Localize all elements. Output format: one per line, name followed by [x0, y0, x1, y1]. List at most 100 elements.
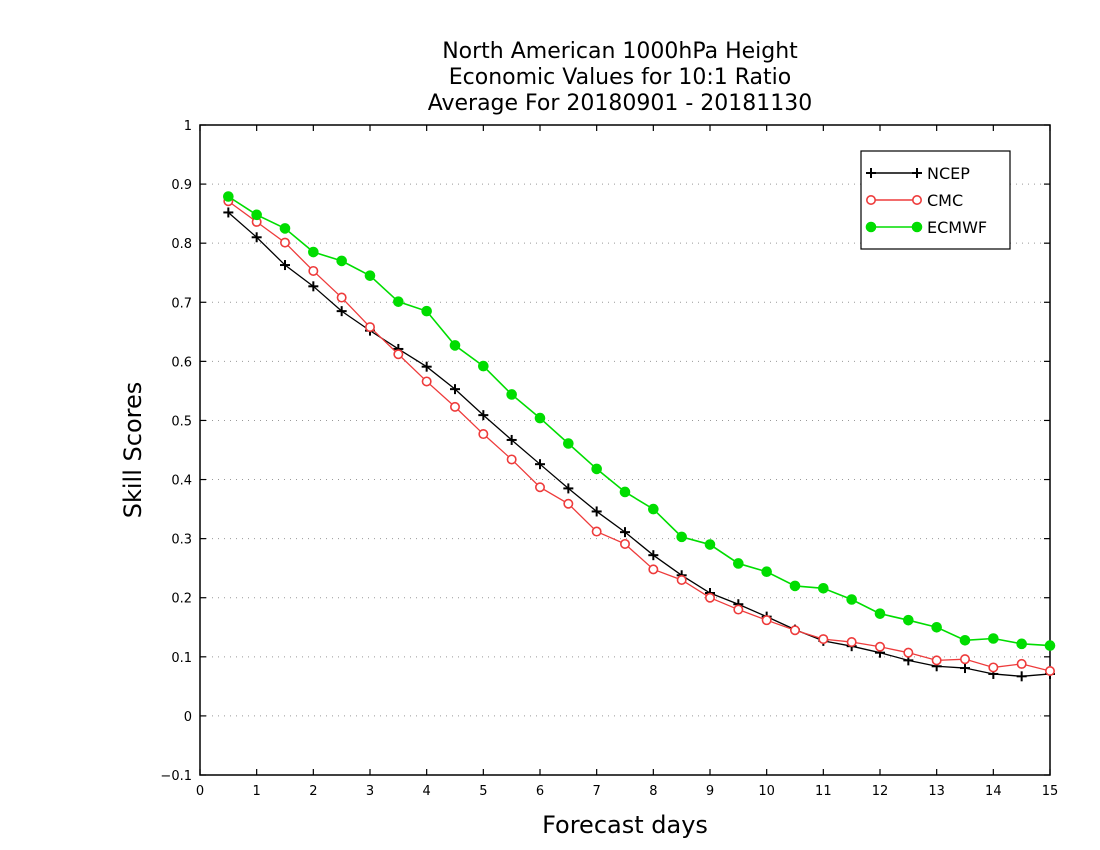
- data-point: [450, 384, 460, 395]
- data-point: [336, 292, 347, 303]
- data-point: [903, 647, 914, 658]
- data-point: [279, 223, 291, 234]
- x-tick-label: 6: [536, 784, 544, 799]
- legend-marker: [911, 221, 923, 233]
- legend-label: NCEP: [927, 164, 970, 183]
- data-point: [789, 580, 801, 592]
- data-point: [789, 625, 800, 636]
- x-tick-label: 5: [479, 784, 487, 799]
- data-point: [733, 604, 744, 615]
- data-point: [591, 506, 602, 517]
- legend: NCEP CMC ECMWF: [860, 150, 1011, 250]
- x-tick-label: 3: [366, 784, 374, 799]
- data-point: [308, 265, 319, 276]
- axis-ticks: −0.100.10.20.30.40.50.60.70.80.910 1 2 3 4 5 6…: [160, 119, 1058, 799]
- x-tick-label: 12: [872, 784, 889, 799]
- y-tick-label: 0.3: [171, 533, 192, 548]
- data-point: [704, 592, 715, 603]
- data-point: [563, 498, 574, 509]
- legend-marker: [912, 168, 922, 178]
- data-point: [421, 376, 432, 387]
- data-point: [308, 281, 319, 292]
- data-point: [223, 191, 234, 202]
- series-cmc: [223, 196, 1056, 676]
- data-point: [988, 633, 999, 644]
- data-point: [280, 260, 290, 271]
- data-point: [563, 438, 574, 449]
- y-tick-label: 0.2: [171, 592, 192, 607]
- data-point: [676, 531, 687, 543]
- x-tick-label: 9: [706, 784, 714, 799]
- data-point: [704, 539, 716, 550]
- data-point: [960, 663, 970, 674]
- x-tick-label: 7: [593, 784, 601, 799]
- data-point: [1045, 665, 1056, 676]
- data-point: [931, 621, 942, 633]
- plot-frame: [199, 124, 1051, 776]
- title-line: North American 1000hPa Height: [442, 39, 798, 64]
- data-point: [846, 637, 857, 648]
- legend-marker: [866, 168, 876, 178]
- x-tick-label: 14: [985, 784, 1002, 799]
- data-point: [364, 322, 375, 333]
- data-point: [251, 209, 262, 221]
- data-point: [534, 482, 545, 493]
- data-point: [1016, 638, 1027, 650]
- x-tick-label: 1: [253, 784, 261, 799]
- x-tick-label: 8: [649, 784, 657, 799]
- legend-marker: [865, 221, 877, 233]
- data-point: [761, 566, 772, 578]
- title-line: Average For 20180901 - 20181130: [428, 91, 813, 116]
- x-tick-label: 10: [758, 784, 775, 799]
- y-axis-title: Skill Scores: [119, 382, 147, 519]
- data-point: [846, 594, 857, 605]
- data-point: [1016, 671, 1027, 682]
- x-tick-label: 0: [196, 784, 204, 799]
- y-tick-label: 1: [184, 119, 192, 134]
- data-point: [874, 608, 886, 619]
- data-point: [279, 237, 290, 248]
- data-point: [959, 634, 971, 646]
- x-tick-label: 4: [423, 784, 431, 799]
- data-point: [959, 654, 970, 665]
- series-ncep: [223, 207, 1055, 682]
- y-tick-label: −0.1: [160, 769, 192, 784]
- data-point: [364, 270, 376, 281]
- data-point: [563, 483, 574, 494]
- data-point: [393, 296, 404, 307]
- x-tick-label: 15: [1042, 784, 1059, 799]
- data-point: [733, 558, 744, 569]
- data-point: [506, 389, 517, 400]
- x-axis-title: Forecast days: [542, 811, 708, 839]
- legend-item-ecmwf: ECMWF: [865, 218, 987, 237]
- data-point: [478, 410, 489, 421]
- data-point: [506, 434, 517, 445]
- data-point: [478, 429, 489, 440]
- data-point: [449, 401, 460, 412]
- data-point: [393, 349, 404, 360]
- data-point: [308, 246, 319, 258]
- data-point: [251, 232, 262, 243]
- data-point: [903, 614, 914, 626]
- legend-item-ncep: NCEP: [866, 164, 970, 183]
- data-point: [1044, 640, 1056, 651]
- y-tick-label: 0.6: [171, 355, 192, 370]
- y-tick-label: 0.9: [171, 178, 192, 193]
- data-point: [336, 306, 347, 317]
- data-point: [506, 454, 517, 465]
- legend-label: CMC: [927, 191, 963, 210]
- data-point: [988, 662, 999, 673]
- data-point: [223, 207, 234, 218]
- data-point: [619, 486, 631, 498]
- y-tick-label: 0: [184, 710, 192, 725]
- data-point: [931, 655, 942, 666]
- data-point: [449, 340, 461, 351]
- data-point: [818, 634, 829, 645]
- legend-label: ECMWF: [927, 218, 987, 237]
- data-point: [619, 538, 630, 549]
- legend-marker: [865, 195, 876, 206]
- data-point: [676, 574, 687, 585]
- y-tick-label: 0.7: [171, 296, 192, 311]
